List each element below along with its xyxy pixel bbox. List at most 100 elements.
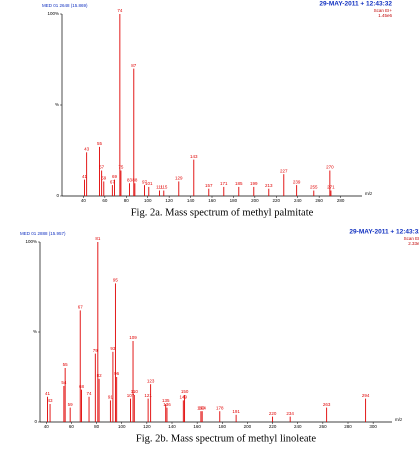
x-tick-label: 120 [143,424,151,429]
peak-label: 69 [112,174,118,179]
peak-label: 55 [63,362,69,367]
peak-label: 75 [118,165,124,170]
peak-label: 67 [110,179,116,184]
scan: Scan EI+ [374,8,393,13]
peak-label: 143 [190,154,198,159]
x-tick-label: 80 [94,424,100,429]
peak-label: 41 [82,174,88,179]
x-tick-label: 160 [193,424,201,429]
x-tick-label: 260 [315,198,323,203]
x-axis-label: m/z [365,191,373,196]
peak-label: 149 [180,395,188,400]
peak-label: 81 [95,236,101,241]
x-axis-label: m/z [395,417,403,422]
x-tick-label: 60 [102,198,108,203]
peak-label: 57 [99,165,105,170]
date: 29-MAY-2011 + 12:43:32 [349,229,419,236]
x-tick-label: 180 [230,198,238,203]
x-tick-label: 140 [168,424,176,429]
x-tick-label: 280 [344,424,352,429]
peak-label: 185 [235,181,243,186]
peak-label: 95 [113,278,119,283]
y-tick-label: 0 [56,193,59,198]
x-tick-label: 60 [69,424,75,429]
peak-label: 111 [156,185,163,190]
peak-label: 271 [327,185,335,190]
peak-label: 270 [326,165,334,170]
scale: 2.33e6 [408,241,419,246]
peak-label: 255 [310,185,318,190]
x-tick-label: 280 [337,198,345,203]
x-tick-label: 200 [251,198,259,203]
peak-label: 239 [293,179,301,184]
x-tick-label: 300 [369,424,377,429]
peak-label: 91 [108,395,114,400]
peak-label: 83 [127,177,133,182]
y-tick-label: 100% [47,11,59,16]
peak-label: 93 [110,346,116,351]
scale: 1.45e6 [378,13,392,18]
scan: Scan EI+ [404,236,419,241]
peak-label: 263 [323,402,331,407]
peak-label: 109 [129,335,137,340]
peak-label: 164 [198,405,206,410]
x-tick-label: 240 [294,424,302,429]
peak-label: 67 [78,305,84,310]
x-tick-label: 100 [118,424,126,429]
peak-label: 136 [163,402,171,407]
x-tick-label: 220 [273,198,281,203]
peak-label: 79 [93,348,99,353]
x-tick-label: 140 [187,198,195,203]
info: MED 01 2888 (15.957) [20,231,66,236]
y-tick-label: % [55,102,59,107]
x-tick-label: 180 [219,424,227,429]
peak-label: 150 [181,389,189,394]
peak-label: 41 [45,391,51,396]
peak-label: 227 [280,168,288,173]
x-tick-label: 240 [294,198,302,203]
peak-label: 213 [265,183,273,188]
peak-label: 68 [79,384,85,389]
peak-label: 54 [61,380,67,385]
peak-label: 96 [114,371,120,376]
caption: Fig. 2b. Mass spectrum of methyl linolea… [136,433,317,444]
peak-label: 43 [84,147,90,152]
x-tick-label: 40 [81,198,87,203]
peak-label: 101 [145,181,153,186]
peak-label: 97 [142,179,148,184]
peak-label: 220 [269,411,277,416]
x-tick-label: 160 [208,198,216,203]
peak-label: 157 [205,183,213,188]
x-tick-label: 260 [319,424,327,429]
peak-label: 121 [144,393,152,398]
x-tick-label: 220 [269,424,277,429]
peak-label: 55 [97,141,103,146]
peak-label: 234 [286,411,294,416]
peak-label: 87 [131,63,137,68]
peak-label: 43 [48,398,54,403]
date: 29-MAY-2011 + 12:43:32 [319,1,392,8]
peak-label: 82 [97,373,103,378]
peak-label: 178 [216,405,224,410]
caption: Fig. 2a. Mass spectrum of methyl palmita… [131,207,314,218]
peak-label: 123 [147,378,155,383]
peak-label: 74 [117,8,123,13]
peak-label: 199 [250,181,258,186]
peak-label: 171 [220,181,228,186]
peak-label: 294 [362,393,370,398]
peak-label: 59 [101,176,107,181]
peak-label: 59 [68,402,74,407]
peak-label: 74 [87,391,93,396]
x-tick-label: 120 [165,198,173,203]
y-tick-label: 100% [25,239,37,244]
peak-label: 135 [162,398,170,403]
x-tick-label: 200 [244,424,252,429]
peak-label: 107 [127,393,135,398]
x-tick-label: 40 [44,424,50,429]
peak-label: 163 [197,405,205,410]
peak-label: 115 [160,185,168,190]
x-tick-label: 100 [144,198,152,203]
info: MED 01 2648 (15.869) [42,3,88,8]
peak-label: 129 [175,176,183,181]
